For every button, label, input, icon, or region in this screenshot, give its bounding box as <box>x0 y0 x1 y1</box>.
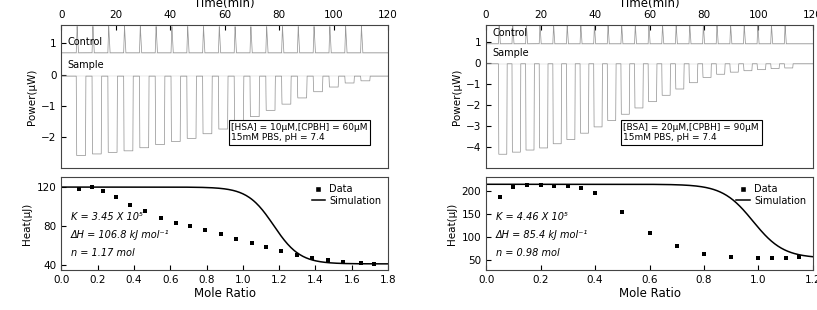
X-axis label: Mole Ratio: Mole Ratio <box>618 287 681 300</box>
Legend: Data, Simulation: Data, Simulation <box>310 182 383 208</box>
Point <box>73 187 86 192</box>
Text: n = 1.17 mol: n = 1.17 mol <box>71 248 135 258</box>
Point <box>215 231 228 236</box>
Point <box>561 184 574 188</box>
Point <box>725 255 738 260</box>
Point <box>306 255 319 260</box>
Point <box>322 258 335 263</box>
Point <box>367 261 380 266</box>
Text: Control: Control <box>493 28 528 38</box>
Point <box>616 209 629 214</box>
X-axis label: Time(min): Time(min) <box>619 0 680 10</box>
X-axis label: Mole Ratio: Mole Ratio <box>194 287 256 300</box>
Point <box>779 255 792 260</box>
Text: ΔH = 85.4 kJ mol⁻¹: ΔH = 85.4 kJ mol⁻¹ <box>496 230 588 240</box>
Text: K = 3.45 X 10⁵: K = 3.45 X 10⁵ <box>71 212 143 223</box>
Y-axis label: Power(μW): Power(μW) <box>452 68 462 125</box>
Point <box>507 184 520 189</box>
Point <box>138 209 151 214</box>
Point <box>96 188 109 193</box>
Point <box>109 194 123 199</box>
Point <box>547 183 560 188</box>
Point <box>575 185 588 190</box>
X-axis label: Time(min): Time(min) <box>194 0 255 10</box>
Point <box>336 259 349 264</box>
Point <box>588 191 601 196</box>
Point <box>534 183 547 188</box>
Point <box>698 251 711 256</box>
Point <box>520 183 534 188</box>
Point <box>355 260 368 265</box>
Point <box>199 227 212 232</box>
Point <box>643 230 656 235</box>
Text: n = 0.98 mol: n = 0.98 mol <box>496 248 560 258</box>
Legend: Data, Simulation: Data, Simulation <box>734 182 808 208</box>
Point <box>792 255 806 260</box>
Text: [HSA] = 10μM,[CPBH] = 60μM
15mM PBS, pH = 7.4: [HSA] = 10μM,[CPBH] = 60μM 15mM PBS, pH … <box>231 123 368 142</box>
Text: K = 4.46 X 10⁵: K = 4.46 X 10⁵ <box>496 212 568 223</box>
Y-axis label: Power(μW): Power(μW) <box>27 68 37 125</box>
Text: Sample: Sample <box>68 60 105 70</box>
Text: Control: Control <box>68 37 103 47</box>
Text: Sample: Sample <box>493 48 529 58</box>
Point <box>291 253 304 258</box>
Text: [BSA] = 20μM,[CPBH] = 90μM
15mM PBS, pH = 7.4: [BSA] = 20μM,[CPBH] = 90μM 15mM PBS, pH … <box>623 123 759 142</box>
Point <box>154 216 167 221</box>
Y-axis label: Heat(μJ): Heat(μJ) <box>23 202 33 245</box>
Point <box>260 245 273 250</box>
Point <box>275 249 288 254</box>
Point <box>169 220 182 225</box>
Point <box>752 256 765 261</box>
Point <box>184 224 197 228</box>
Text: ΔH = 106.8 kJ mol⁻¹: ΔH = 106.8 kJ mol⁻¹ <box>71 230 170 240</box>
Point <box>493 194 507 199</box>
Point <box>123 202 136 207</box>
Y-axis label: Heat(μJ): Heat(μJ) <box>448 202 458 245</box>
Point <box>766 256 779 261</box>
Point <box>229 236 242 241</box>
Point <box>245 241 258 246</box>
Point <box>670 243 683 248</box>
Point <box>86 184 99 189</box>
